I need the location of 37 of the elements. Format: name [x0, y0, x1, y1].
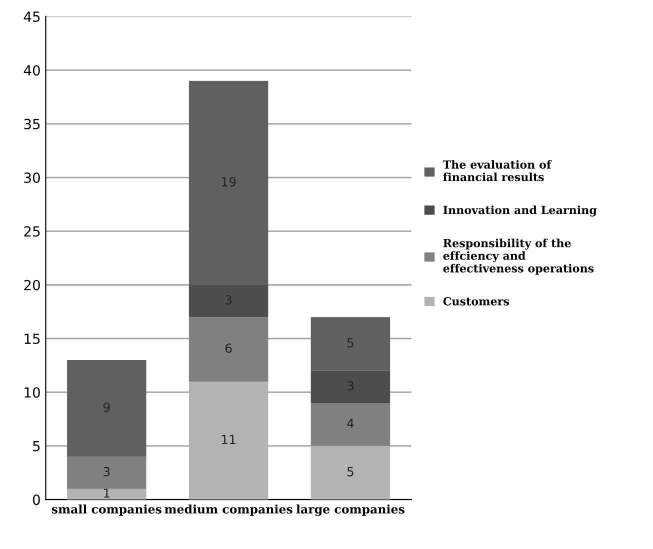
legend-label: Customers	[443, 297, 510, 306]
x-tick-label: large companies	[296, 504, 404, 516]
data-label: 9	[103, 402, 110, 412]
y-tick-label: 5	[33, 441, 40, 452]
data-label: 5	[347, 338, 354, 348]
y-tick-label: 30	[24, 172, 40, 183]
data-label: 6	[225, 343, 232, 353]
bar	[310, 446, 390, 500]
x-tick-label: small companies	[52, 504, 162, 516]
y-tick-label: 45	[24, 12, 40, 22]
legend-label: Innovation and Learning	[443, 206, 597, 216]
bar	[67, 360, 146, 457]
bar	[310, 317, 390, 371]
bar	[67, 456, 146, 489]
bar	[188, 80, 268, 285]
y-tick-label: 20	[24, 280, 40, 290]
y-tick-label: 15	[24, 334, 40, 344]
y-tick-label: 10	[24, 387, 40, 398]
y-tick-label: 0	[32, 494, 40, 506]
data-label: 4	[347, 418, 354, 428]
y-tick-label: 35	[24, 118, 40, 130]
data-label: 11	[222, 434, 236, 444]
bar	[67, 488, 146, 500]
data-label: 1	[104, 488, 110, 498]
data-label: 19	[222, 177, 236, 187]
bar	[188, 317, 268, 382]
bar	[188, 381, 268, 500]
y-tick-label: 40	[24, 65, 40, 76]
y-tick-label: 25	[24, 226, 40, 237]
data-label: 5	[347, 467, 354, 476]
bar	[310, 370, 390, 403]
bar	[188, 284, 268, 318]
legend-label: Responsibility of the effciency and effectiveness operations	[443, 238, 594, 275]
data-label: 3	[104, 466, 110, 476]
x-tick-label: medium companies	[164, 504, 292, 516]
legend-label: The evaluation of financial results	[442, 160, 552, 182]
bar	[310, 402, 390, 446]
